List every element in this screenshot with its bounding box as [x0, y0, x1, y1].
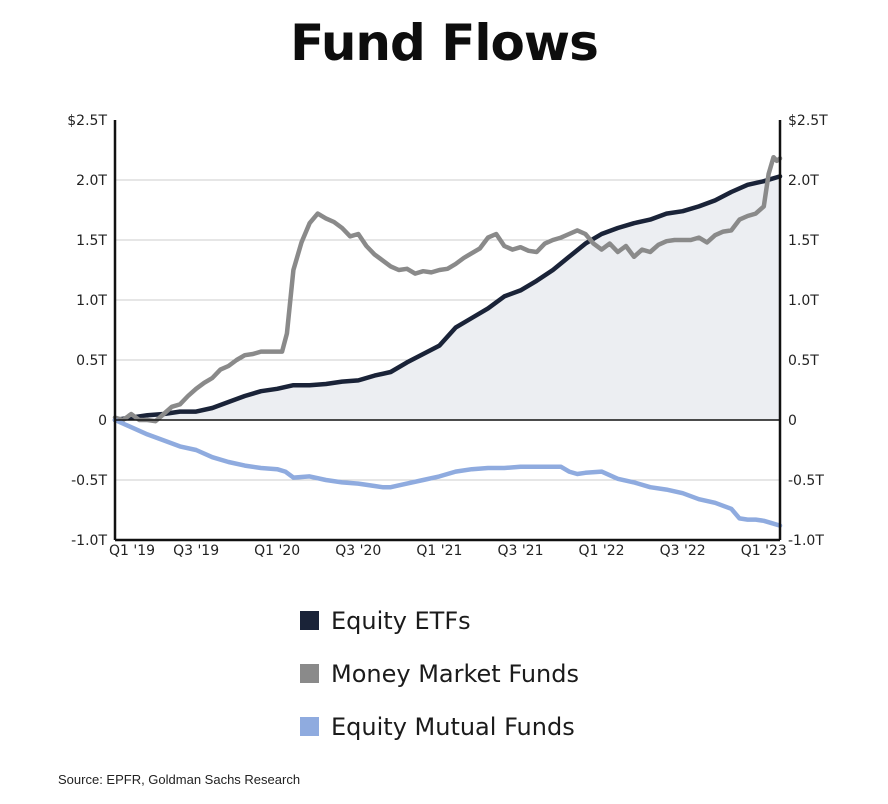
y-tick-label-left: 1.5T — [76, 233, 107, 249]
y-tick-label-right: 1.5T — [788, 233, 819, 249]
y-tick-label-right: -0.5T — [788, 473, 824, 489]
legend-item-equity-etfs: Equity ETFs — [300, 594, 579, 647]
y-tick-label-right: 1.0T — [788, 293, 819, 309]
series-line-equity-etfs — [112, 174, 783, 423]
chart-title: Fund Flows — [290, 14, 599, 72]
x-tick-label: Q1 '20 — [254, 543, 300, 559]
area-fill-0 — [115, 176, 780, 420]
legend-label-money-market-funds: Money Market Funds — [331, 659, 579, 688]
legend-swatch-equity-mutual-funds — [300, 717, 319, 736]
x-tick-label: Q3 '20 — [335, 543, 381, 559]
y-tick-label-left: 1.0T — [76, 293, 107, 309]
y-tick-label-right: 0.5T — [788, 353, 819, 369]
x-tick-label: Q3 '19 — [173, 543, 219, 559]
y-tick-label-left: -0.5T — [71, 473, 107, 489]
legend-label-equity-mutual-funds: Equity Mutual Funds — [331, 712, 575, 741]
x-tick-label: Q1 '23 — [741, 543, 787, 559]
y-tick-label-left: 2.0T — [76, 173, 107, 189]
y-tick-label-left: $2.5T — [67, 113, 107, 129]
series-line-equity-mutual-funds — [112, 417, 783, 528]
legend-label-equity-etfs: Equity ETFs — [331, 606, 471, 635]
y-tick-label-left: 0 — [98, 413, 107, 429]
y-tick-label-right: 0 — [788, 413, 797, 429]
y-tick-label-left: 0.5T — [76, 353, 107, 369]
y-tick-label-right: -1.0T — [788, 533, 824, 549]
source-note: Source: EPFR, Goldman Sachs Research — [58, 772, 301, 787]
x-tick-label: Q1 '22 — [579, 543, 625, 559]
x-tick-label: Q3 '21 — [497, 543, 543, 559]
x-tick-label: Q1 '19 — [109, 543, 155, 559]
x-tick-label: Q3 '22 — [660, 543, 706, 559]
line-chart: $2.5T $2.5T 2.0T 2.0T 1.5T 1.5T 1.0T 1.0T 0.5T 0.… — [67, 113, 828, 559]
legend-item-equity-mutual-funds: Equity Mutual Funds — [300, 700, 579, 753]
y-tick-label-right: 2.0T — [788, 173, 819, 189]
series-line-money-market-funds — [112, 154, 783, 424]
legend-swatch-equity-etfs — [300, 611, 319, 630]
x-tick-label: Q1 '21 — [416, 543, 462, 559]
legend-swatch-money-market-funds — [300, 664, 319, 683]
legend: Equity ETFs Money Market Funds Equity Mu… — [300, 594, 579, 753]
y-tick-label-left: -1.0T — [71, 533, 107, 549]
legend-item-money-market-funds: Money Market Funds — [300, 647, 579, 700]
y-tick-label-right: $2.5T — [788, 113, 828, 129]
